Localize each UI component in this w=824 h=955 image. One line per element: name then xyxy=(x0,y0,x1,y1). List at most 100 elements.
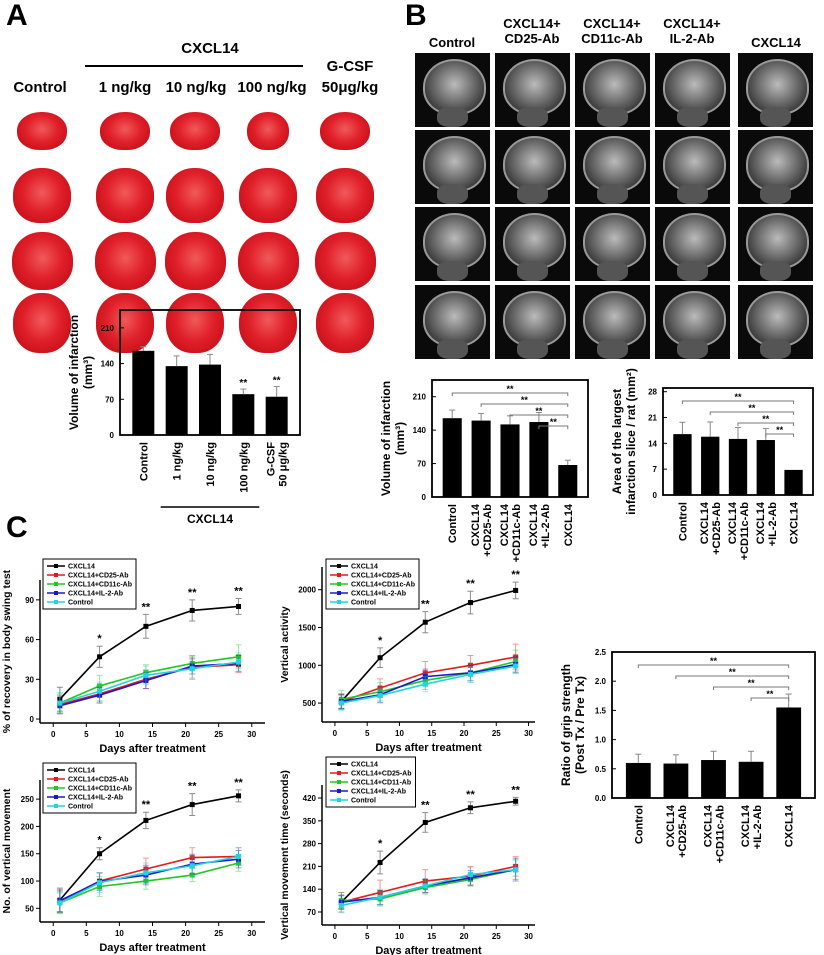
y-tick-label: 50 xyxy=(25,904,34,913)
data-point xyxy=(189,666,195,672)
x-tick-label: 0 xyxy=(333,729,338,738)
y-tick-label: 30 xyxy=(25,675,34,684)
mri-scan-image xyxy=(575,285,650,359)
mri-scan-image xyxy=(575,130,650,204)
y-tick-label: 420 xyxy=(303,794,317,803)
data-point xyxy=(338,902,344,908)
data-point xyxy=(513,867,519,873)
brain-slice-image xyxy=(247,112,289,150)
brain-slice-image xyxy=(166,168,224,223)
x-tick-label: 30 xyxy=(247,730,256,739)
mri-scan-image xyxy=(415,207,490,281)
y-tick-label: 70 xyxy=(307,908,316,917)
mri-jaw xyxy=(437,184,468,204)
significance-mark: ** xyxy=(234,586,243,598)
group-underline xyxy=(85,65,303,67)
x-category-label: CXCL14+IL-2-Ab xyxy=(528,503,552,548)
data-point xyxy=(57,703,63,709)
mri-head xyxy=(423,59,486,115)
mri-scan-image xyxy=(575,207,650,281)
y-tick-label: 70 xyxy=(417,460,426,469)
y-tick-label: 500 xyxy=(303,699,317,708)
data-point xyxy=(143,670,149,676)
data-point xyxy=(189,855,195,861)
data-point xyxy=(236,659,242,665)
x-tick-label: 0 xyxy=(51,730,56,739)
panel-a-letter: A xyxy=(6,0,28,32)
significance-mark: ** xyxy=(748,678,756,688)
significance-bracket xyxy=(737,422,795,426)
y-tick-label: 70 xyxy=(105,395,114,404)
significance-mark: ** xyxy=(234,777,243,789)
y-tick-label: 350 xyxy=(303,817,317,826)
group-label: CXCL14 xyxy=(187,512,233,526)
legend-label: CXCL14+IL-2-Ab xyxy=(68,795,123,802)
mri-head xyxy=(663,59,726,115)
mri-col-header-control: Control xyxy=(428,35,476,50)
mri-jaw xyxy=(677,107,708,127)
brain-slice-image xyxy=(316,293,374,353)
mri-head xyxy=(423,213,486,269)
legend-marker xyxy=(54,600,58,604)
y-axis-label: % of recovery in body swing test xyxy=(1,569,13,733)
x-category-label: Control xyxy=(633,805,645,844)
significance-mark: * xyxy=(97,633,102,645)
y-tick-label: 150 xyxy=(21,850,35,859)
significance-mark: ** xyxy=(710,656,718,666)
col-header-gcsf: G-CSF xyxy=(326,58,374,75)
legend-label: Control xyxy=(68,600,93,607)
y-axis-label: Vertical movement time (seconds) xyxy=(279,770,291,940)
x-axis-label: Days after treatment xyxy=(375,742,482,754)
y-axis-label: No. of vertical movement xyxy=(1,788,13,913)
significance-mark: ** xyxy=(273,376,281,387)
y-tick-label: 0 xyxy=(422,493,427,502)
legend-marker xyxy=(54,795,58,799)
y-tick-label: 14 xyxy=(648,439,657,448)
mri-scan-image xyxy=(655,285,730,359)
y-tick-label: 140 xyxy=(101,360,115,369)
x-category-label: CXCL14 xyxy=(563,503,575,546)
x-tick-label: 20 xyxy=(460,932,469,941)
mri-scan-image xyxy=(738,53,813,127)
data-point xyxy=(143,623,149,629)
y-tick-label: 60 xyxy=(25,636,34,645)
y-tick-label: 1500 xyxy=(298,623,316,632)
mri-jaw xyxy=(677,184,708,204)
y-tick-label: 2000 xyxy=(298,586,316,595)
bar xyxy=(701,760,726,798)
x-tick-label: 5 xyxy=(84,730,89,739)
brain-slice-image xyxy=(239,168,297,223)
x-category-label: CXCL14+CD25-Ab xyxy=(665,804,689,858)
col-header-control: Control xyxy=(13,79,67,96)
brain-slice-image xyxy=(13,168,71,223)
data-point xyxy=(377,894,383,900)
mri-col-header-cxcl14: CXCL14 xyxy=(751,35,801,50)
data-point xyxy=(97,851,103,857)
x-tick-label: 5 xyxy=(365,729,370,738)
legend-marker xyxy=(54,768,58,772)
data-point xyxy=(97,654,103,660)
data-point xyxy=(189,802,195,808)
legend-marker xyxy=(337,573,341,577)
bar xyxy=(776,707,802,798)
data-point xyxy=(467,872,473,878)
y-tick-label: 0 xyxy=(110,431,115,440)
vertical-movement-time-chart: 0 5 10 15 20 25 30 70 140 210 280 350 420 Days after … xyxy=(279,756,535,955)
legend-label: CXCL14+CD25-Ab xyxy=(351,573,412,580)
significance-mark: ** xyxy=(421,800,430,812)
panel-c-letter: C xyxy=(6,511,28,544)
y-tick-label: 1.5 xyxy=(595,706,607,715)
y-tick-label: 210 xyxy=(101,324,115,333)
significance-mark: ** xyxy=(762,414,770,424)
mri-jaw xyxy=(760,261,791,281)
data-point xyxy=(189,663,195,669)
x-tick-label: 15 xyxy=(427,932,436,941)
data-point xyxy=(513,587,519,593)
data-point xyxy=(513,798,519,804)
data-point xyxy=(97,688,103,694)
data-point xyxy=(97,683,103,689)
data-point xyxy=(377,693,383,699)
x-tick-label: 10 xyxy=(115,929,124,938)
legend-label: CXCL14+IL-2-Ab xyxy=(351,789,406,796)
